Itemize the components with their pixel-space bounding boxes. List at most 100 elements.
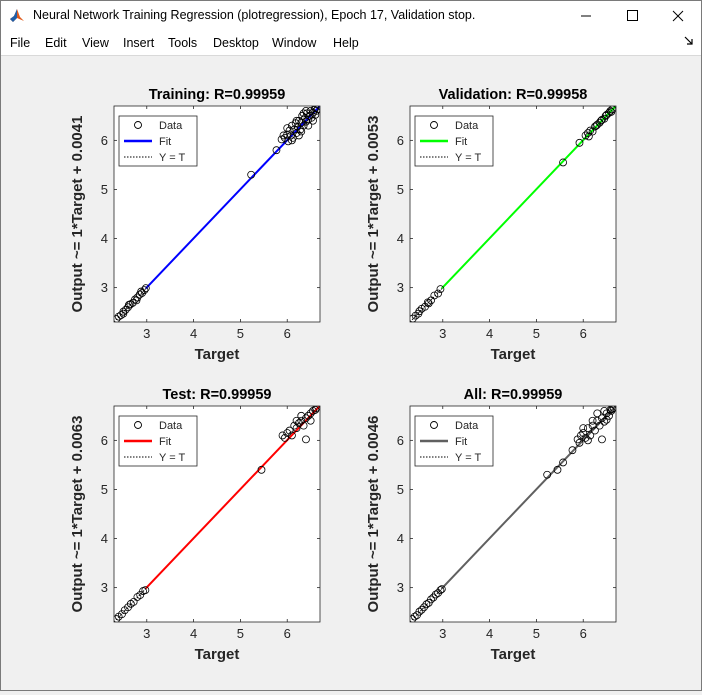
data-point [126,599,135,608]
data-point [131,295,139,304]
data-point [310,106,319,114]
data-point [424,299,433,308]
data-point [278,431,287,440]
x-tick-label: 5 [533,626,540,641]
legend: Data Fit Y = T [414,115,494,167]
y-tick-label: 3 [397,280,404,295]
y-tick-label: 3 [397,580,404,595]
close-button[interactable] [655,1,701,31]
data-point [600,407,609,415]
data-point [584,424,592,432]
y-tick-label: 3 [101,580,108,595]
data-point [272,146,281,155]
data-point [311,406,320,414]
figure-area: 3 4 5 6 3 4 5 6 Training: R=0.99959 Target Output … [1,56,701,690]
legend-label-data: Data [455,420,479,432]
menu-desktop[interactable]: Desktop [213,36,259,50]
data-point [141,586,150,594]
data-point [304,121,313,130]
legend-label-identity: Y = T [159,152,185,164]
menu-help[interactable]: Help [333,36,359,50]
y-tick-label: 4 [101,231,108,246]
data-point [588,127,597,136]
data-point [290,421,299,430]
data-point [287,131,295,140]
dock-arrow-icon[interactable] [683,35,695,47]
data-point [605,411,613,420]
window-title: Neural Network Training Regression (plot… [33,8,476,22]
data-point [581,131,590,140]
data-point [280,434,289,442]
title-bar[interactable]: Neural Network Training Regression (plot… [1,1,701,31]
data-point [427,595,435,604]
data-point [283,124,292,132]
data-point [429,593,438,602]
x-tick-label: 6 [284,326,291,341]
legend-label-fit: Fit [455,436,467,448]
legend-label-fit: Fit [455,136,467,148]
data-point [302,435,310,444]
data-point [133,593,142,601]
legend-label-identity: Y = T [455,152,481,164]
matlab-logo-icon [9,8,25,24]
legend: Data Fit Y = T [118,115,198,167]
maximize-button[interactable] [609,1,655,31]
data-point [422,600,431,609]
data-point [288,136,296,145]
data-point [415,307,424,316]
menu-tools[interactable]: Tools [168,36,198,50]
legend-label-identity: Y = T [159,452,185,464]
x-tick-label: 3 [143,326,150,341]
data-point [297,127,306,136]
y-tick-label: 5 [397,182,404,197]
x-tick-label: 6 [580,326,587,341]
axes-box [409,405,617,623]
data-point [584,129,592,137]
data-point [297,416,306,425]
x-tick-label: 5 [237,326,244,341]
menu-edit[interactable]: Edit [45,36,67,50]
plot-content [410,406,616,622]
legend-label-fit: Fit [159,136,171,148]
data-point [119,307,128,316]
y-tick-label: 6 [397,133,404,148]
data-point [575,138,584,147]
data-point [410,615,417,622]
data-point [592,121,601,130]
data-point [306,416,315,425]
data-point [595,421,604,430]
data-point [597,116,605,125]
y-tick-label: 3 [101,280,108,295]
data-point [129,597,138,606]
menu-view[interactable]: View [82,36,109,50]
data-point [586,431,595,440]
x-axis-label: Target [491,646,536,663]
data-point [559,458,567,467]
data-point [609,406,616,412]
data-point [137,287,146,296]
y-axis-label: Output ~= 1*Target + 0.0053 [365,116,382,313]
data-point [114,312,123,321]
x-tick-label: 5 [237,626,244,641]
menu-file[interactable]: File [10,36,31,50]
chart-title: All: R=0.99959 [464,387,563,403]
y-axis-label: Output ~= 1*Target + 0.0041 [69,116,86,313]
y-tick-label: 6 [101,133,108,148]
y-tick-label: 4 [397,531,404,546]
data-point [285,426,294,435]
data-point [584,132,593,141]
legend-marker-data [430,421,438,429]
data-point [431,590,440,599]
fit-line [145,406,320,589]
x-tick-label: 3 [439,326,446,341]
menu-insert[interactable]: Insert [123,36,155,50]
data-point [288,431,296,440]
data-point [114,315,121,322]
minimize-button[interactable] [563,1,609,31]
x-axis-label: Target [491,346,536,363]
legend-label-data: Data [455,120,479,132]
data-point [436,285,445,294]
menu-window[interactable]: Window [272,36,317,50]
y-tick-label: 6 [101,433,108,448]
x-tick-label: 4 [486,326,493,341]
